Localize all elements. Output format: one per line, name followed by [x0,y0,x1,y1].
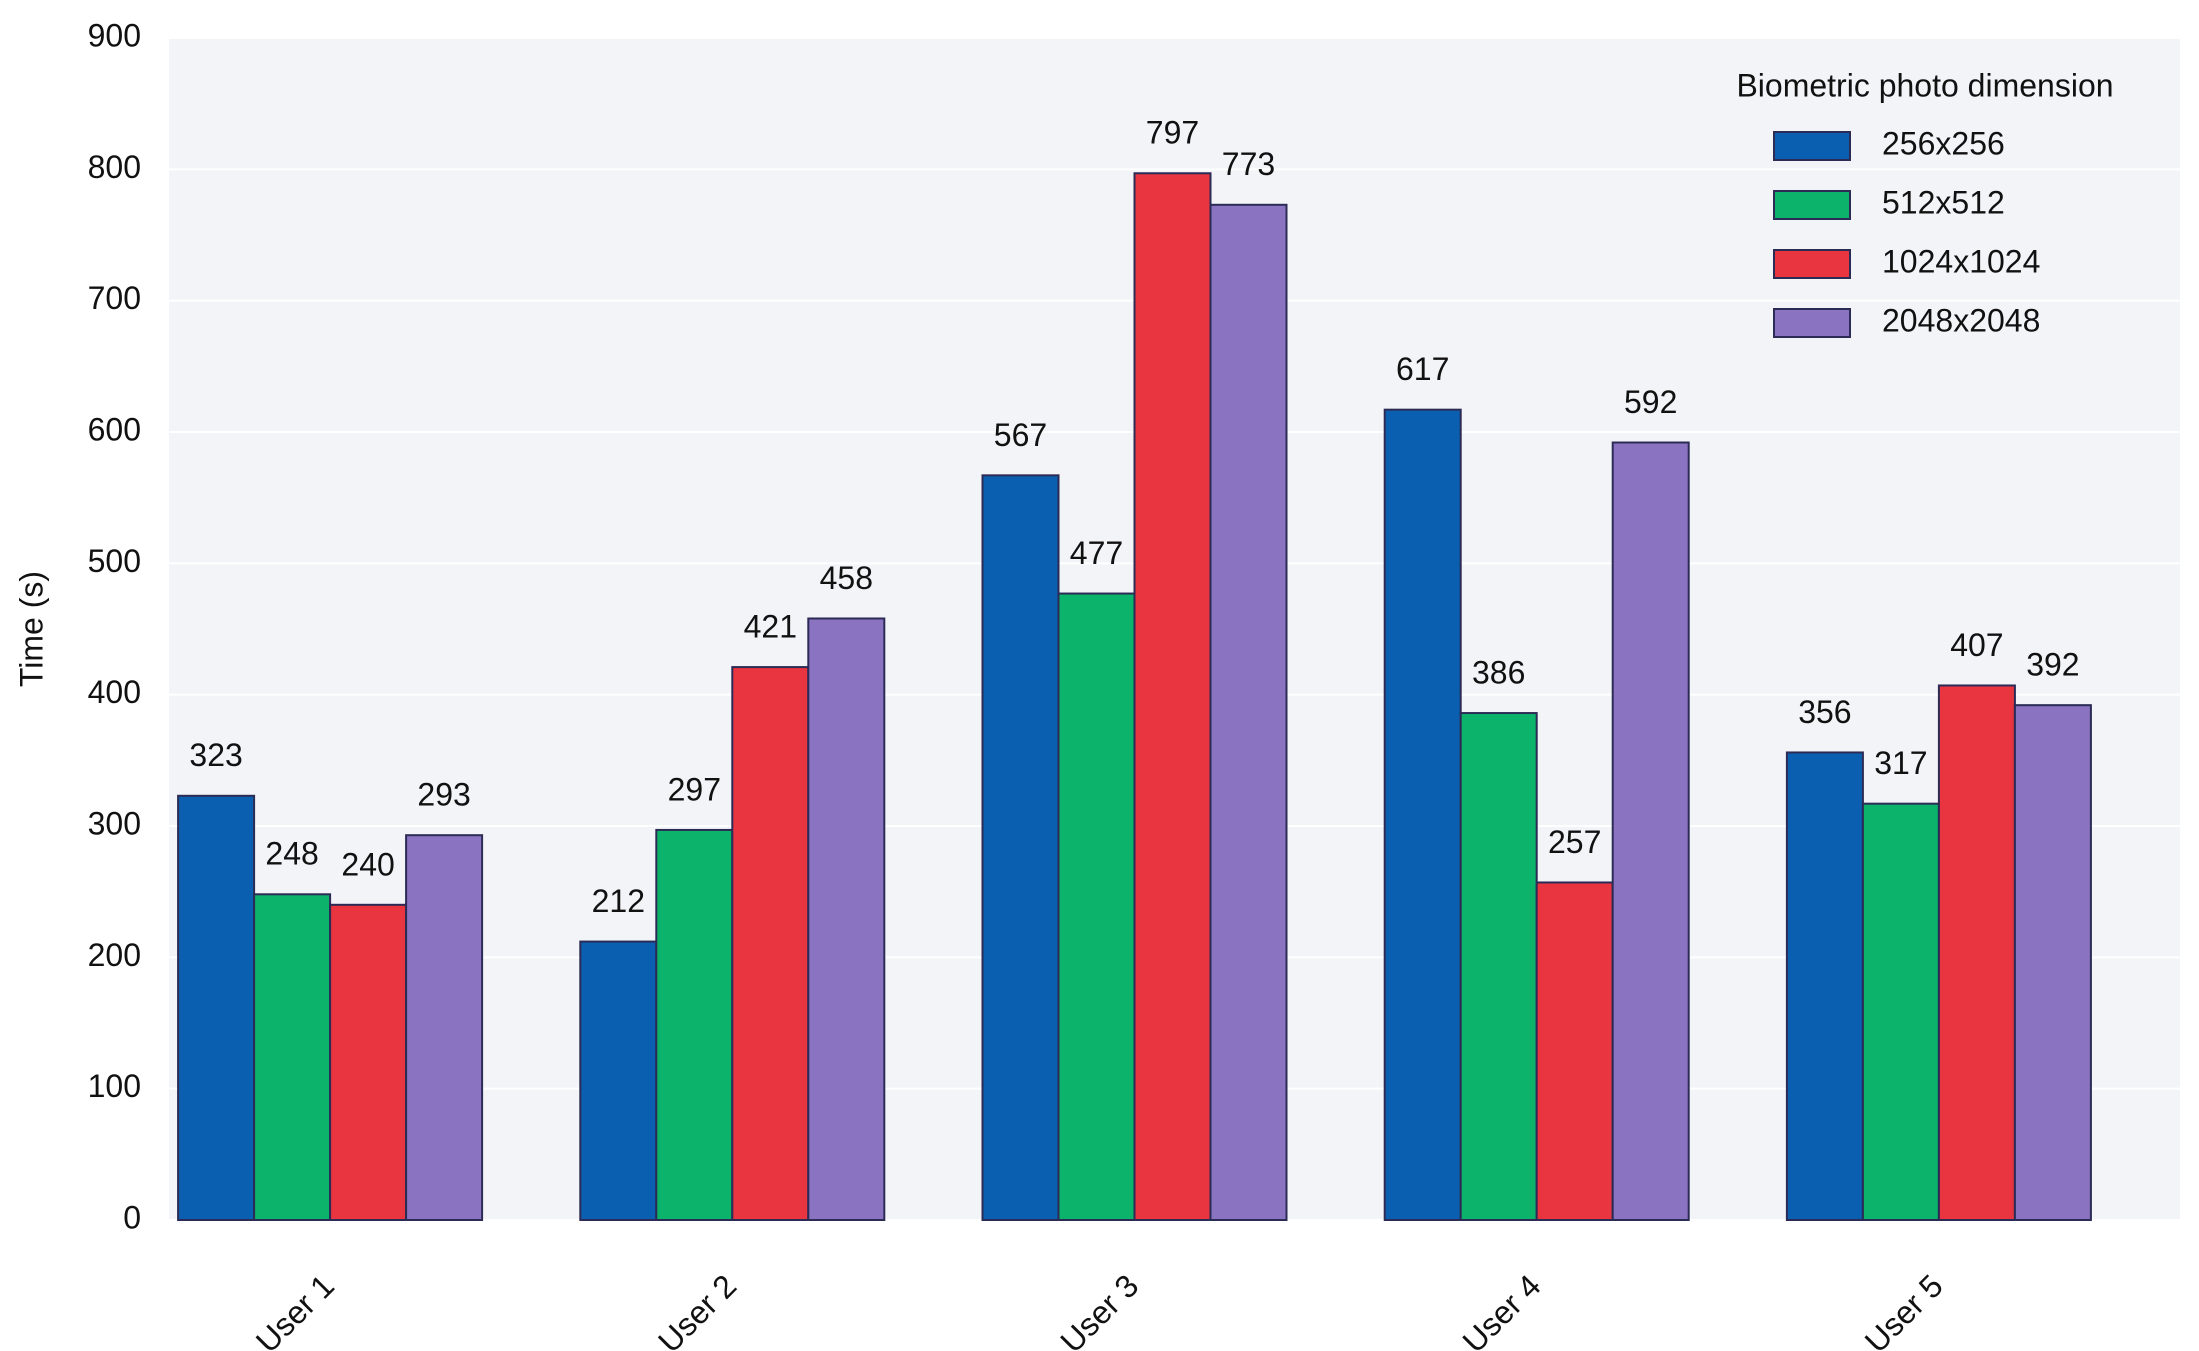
legend-swatch [1773,308,1851,338]
value-label: 317 [1874,745,1927,781]
legend-label: 1024x1024 [1882,243,2040,279]
legend-swatch [1773,131,1851,161]
x-tick-label: User 3 [1053,1267,1145,1351]
x-tick-label: User 1 [249,1267,341,1351]
value-label: 458 [820,560,873,596]
y-tick-label: 100 [88,1068,141,1104]
value-label: 356 [1798,694,1851,730]
value-label: 248 [265,836,318,872]
legend-swatch [1773,249,1851,279]
value-label: 592 [1624,384,1677,420]
legend-title: Biometric photo dimension [1736,67,2113,103]
y-tick-label: 200 [88,937,141,973]
y-tick-label: 0 [123,1199,141,1235]
bar [1459,712,1538,1221]
value-label: 407 [1950,627,2003,663]
bar [329,903,408,1221]
value-label: 567 [994,417,1047,453]
bar [1057,592,1136,1221]
bar [1383,408,1462,1221]
y-tick-label: 700 [88,280,141,316]
bar [1861,802,1940,1221]
bar [1535,881,1614,1221]
value-label: 617 [1396,351,1449,387]
value-label: 293 [417,777,470,813]
legend-swatch [1773,190,1851,220]
legend-label: 2048x2048 [1882,302,2040,338]
bar [1209,203,1288,1221]
bar [1785,751,1864,1221]
value-label: 386 [1472,655,1525,691]
bar [1133,172,1212,1222]
value-label: 477 [1070,535,1123,571]
value-label: 240 [341,846,394,882]
value-label: 421 [744,609,797,645]
value-label: 773 [1222,146,1275,182]
y-tick-label: 600 [88,411,141,447]
y-tick-label: 900 [88,17,141,53]
value-label: 212 [592,883,645,919]
bar [579,940,658,1221]
y-axis-label: Time (s) [13,571,49,687]
value-label: 297 [668,771,721,807]
x-tick-label: User 4 [1456,1267,1548,1351]
y-tick-label: 500 [88,543,141,579]
legend-label: 512x512 [1882,184,2005,220]
value-label: 323 [189,737,242,773]
bar [1937,684,2016,1221]
x-tick-label: User 5 [1858,1267,1950,1351]
bar [731,666,810,1221]
y-tick-label: 300 [88,805,141,841]
y-tick-label: 800 [88,149,141,185]
value-label: 797 [1146,115,1199,151]
bar [655,828,734,1221]
bar [405,834,484,1222]
value-label: 392 [2026,647,2079,683]
legend-label: 256x256 [1882,125,2005,161]
bar [253,893,332,1221]
bar [2013,704,2092,1221]
y-tick-label: 400 [88,674,141,710]
bar [981,474,1060,1221]
bar [807,617,886,1221]
value-label: 257 [1548,824,1601,860]
bar [177,794,256,1221]
x-tick-label: User 2 [651,1267,743,1351]
bar [1611,441,1690,1221]
